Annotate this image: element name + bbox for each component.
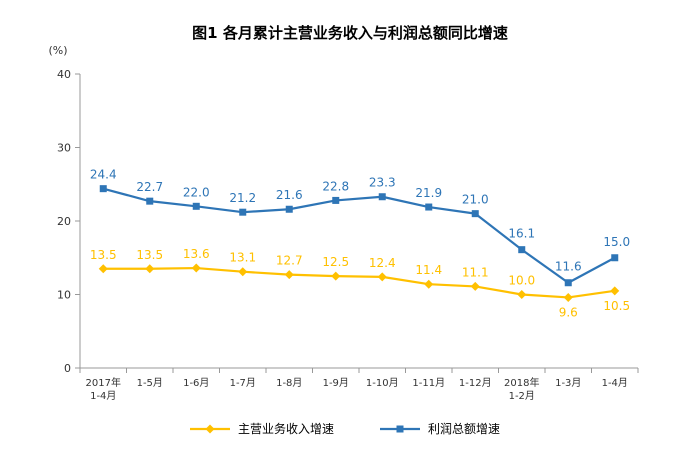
- data-point: [563, 292, 573, 302]
- x-tick-label: 1-6月: [183, 377, 209, 389]
- data-point: [284, 270, 294, 280]
- x-tick-label: 1-9月: [323, 377, 349, 389]
- data-point: [471, 210, 479, 218]
- data-label: 11.6: [555, 260, 582, 274]
- data-point: [564, 279, 572, 287]
- data-point: [98, 264, 108, 274]
- data-label: 21.9: [415, 186, 442, 200]
- data-label: 21.0: [462, 193, 489, 207]
- x-tick-label: 1-11月: [412, 377, 445, 389]
- legend-label: 主营业务收入增速: [238, 421, 334, 436]
- legend-item-profit: 利润总额增速: [380, 422, 500, 436]
- x-tick-label: 1-4月: [602, 377, 628, 389]
- data-label: 24.4: [90, 168, 117, 182]
- axes: 0 10 20 30 40 2017年 1-4月 1-5月 1-6月 1-7月 1-8月 1-9月 1-…: [57, 68, 639, 402]
- data-point: [192, 202, 200, 210]
- x-tick-label: 1-5月: [137, 377, 163, 389]
- data-point: [146, 197, 154, 205]
- legend-label: 利润总额增速: [428, 422, 500, 436]
- y-axis-unit-label: (%): [48, 44, 67, 57]
- data-label: 21.2: [229, 191, 256, 205]
- data-point: [191, 263, 201, 273]
- data-label: 11.4: [415, 263, 442, 277]
- data-point: [332, 196, 340, 204]
- data-point: [610, 286, 620, 296]
- data-point: [285, 205, 293, 213]
- x-tick-label: 1-10月: [366, 377, 399, 389]
- data-label: 23.3: [369, 176, 396, 190]
- data-label: 10.5: [603, 299, 630, 313]
- series-revenue: 13.5 13.5 13.6 13.1 12.7 12.5 12.4 11.4 11.1 10.0…: [90, 247, 630, 319]
- legend: 主营业务收入增速 利润总额增速: [190, 421, 500, 436]
- x-tick-label: 1-3月: [555, 377, 581, 389]
- data-label: 10.0: [508, 274, 535, 288]
- data-point: [377, 272, 387, 282]
- data-point: [238, 267, 248, 277]
- data-label: 13.6: [183, 247, 210, 261]
- data-label: 13.5: [136, 248, 163, 262]
- data-point: [611, 254, 619, 262]
- data-label: 21.6: [276, 188, 303, 202]
- y-tick-label: 20: [57, 215, 71, 228]
- series-line: [103, 266, 615, 299]
- data-label: 12.4: [369, 256, 396, 270]
- data-label: 9.6: [559, 305, 578, 319]
- chart-title: 图1 各月累计主营业务收入与利润总额同比增速: [192, 24, 508, 42]
- x-tick-label: 2017年 1-4月: [86, 376, 121, 402]
- y-tick-label: 30: [57, 142, 71, 155]
- data-point: [470, 281, 480, 291]
- data-label: 11.1: [462, 265, 489, 279]
- legend-marker: [396, 425, 404, 433]
- x-tick-label: 1-7月: [230, 377, 256, 389]
- data-point: [145, 264, 155, 274]
- data-label: 16.1: [508, 227, 535, 241]
- data-label: 12.7: [276, 254, 303, 268]
- data-point: [518, 246, 526, 254]
- data-point: [424, 279, 434, 289]
- y-tick-label: 0: [64, 362, 71, 375]
- y-tick-label: 10: [57, 289, 71, 302]
- series-profit: 24.4 22.7 22.0 21.2 21.6 22.8 23.3 21.9 21.0 16.1…: [90, 168, 630, 287]
- data-point: [517, 290, 527, 299]
- y-tick-label: 40: [57, 68, 71, 81]
- legend-marker: [205, 424, 215, 434]
- data-label: 22.0: [183, 185, 210, 199]
- data-label: 22.8: [322, 179, 349, 193]
- x-tick-label: 1-8月: [276, 377, 302, 389]
- data-point: [239, 208, 247, 216]
- x-tick-label: 2018年 1-2月: [504, 376, 539, 402]
- data-label: 22.7: [136, 180, 163, 194]
- legend-item-revenue: 主营业务收入增速: [190, 421, 334, 436]
- series-line: [102, 187, 616, 284]
- data-label: 13.1: [229, 251, 256, 265]
- series-layer: 13.5 13.5 13.6 13.1 12.7 12.5 12.4 11.4 11.1 10.0…: [90, 168, 630, 320]
- data-point: [99, 185, 107, 193]
- data-point: [378, 193, 386, 201]
- data-label: 12.5: [322, 255, 349, 269]
- data-point: [425, 203, 433, 211]
- data-point: [331, 271, 341, 281]
- x-tick-label: 1-12月: [459, 377, 492, 389]
- data-label: 15.0: [603, 235, 630, 249]
- data-label: 13.5: [90, 248, 117, 262]
